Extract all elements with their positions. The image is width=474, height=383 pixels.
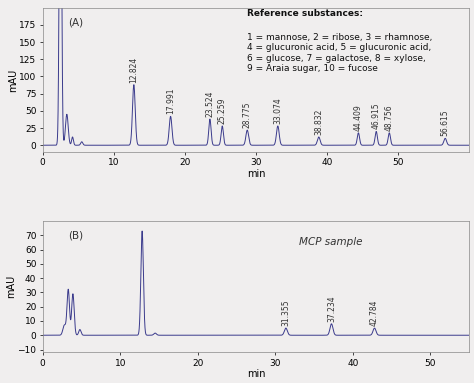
Text: 37.234: 37.234 bbox=[327, 295, 336, 322]
Text: 42.784: 42.784 bbox=[370, 300, 379, 326]
Text: Reference substances:: Reference substances: bbox=[247, 9, 364, 18]
Text: 28.775: 28.775 bbox=[243, 101, 252, 128]
X-axis label: min: min bbox=[246, 169, 265, 179]
Text: 46.915: 46.915 bbox=[372, 103, 381, 129]
Text: 44.409: 44.409 bbox=[354, 104, 363, 131]
Text: 17.991: 17.991 bbox=[166, 88, 175, 114]
Text: 33.074: 33.074 bbox=[273, 97, 283, 124]
Y-axis label: mAU: mAU bbox=[6, 275, 16, 298]
Text: 38.832: 38.832 bbox=[314, 108, 323, 135]
Text: 23.524: 23.524 bbox=[205, 90, 214, 117]
Text: (A): (A) bbox=[68, 18, 83, 28]
Text: 31.355: 31.355 bbox=[282, 300, 291, 326]
Text: 1 = mannose, 2 = ribose, 3 = rhamnose,
4 = glucuronic acid, 5 = glucuronic acid,: 1 = mannose, 2 = ribose, 3 = rhamnose, 4… bbox=[247, 33, 433, 73]
Text: (B): (B) bbox=[68, 230, 83, 240]
Text: 48.756: 48.756 bbox=[385, 104, 394, 131]
Text: MCP sample: MCP sample bbox=[299, 237, 362, 247]
X-axis label: min: min bbox=[246, 369, 265, 379]
Text: 56.615: 56.615 bbox=[441, 110, 450, 136]
Text: 12.824: 12.824 bbox=[129, 56, 138, 82]
Y-axis label: mAU: mAU bbox=[8, 68, 18, 92]
Text: 25.259: 25.259 bbox=[218, 97, 227, 124]
